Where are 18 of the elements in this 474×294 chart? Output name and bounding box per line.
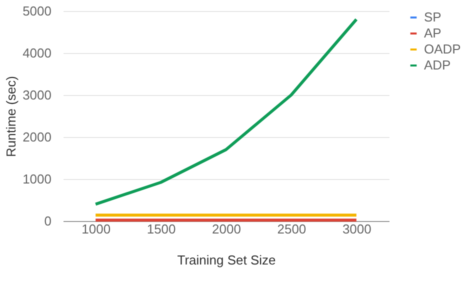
y-tick-label: 0 — [44, 214, 52, 228]
y-tick-label: 4000 — [22, 46, 52, 60]
x-tick-label: 1500 — [146, 222, 176, 236]
x-axis-title: Training Set Size — [177, 252, 276, 268]
y-axis-title: Runtime (sec) — [4, 76, 19, 157]
line-series — [94, 18, 358, 206]
y-tick-label: 2000 — [22, 130, 52, 144]
y-tick-label: 1000 — [22, 172, 52, 186]
x-tick-label: 2500 — [277, 222, 306, 236]
y-tick-label: 5000 — [22, 4, 52, 18]
x-tick-label: 2000 — [212, 222, 241, 236]
x-tick-label: 1000 — [82, 222, 111, 236]
legend-label: SP — [424, 10, 442, 24]
y-tick-label: 3000 — [22, 88, 52, 102]
legend-label: AP — [424, 26, 442, 40]
x-tick-label: 3000 — [342, 222, 372, 236]
legend-label: OADP — [424, 42, 461, 56]
legend-label: ADP — [424, 58, 451, 72]
